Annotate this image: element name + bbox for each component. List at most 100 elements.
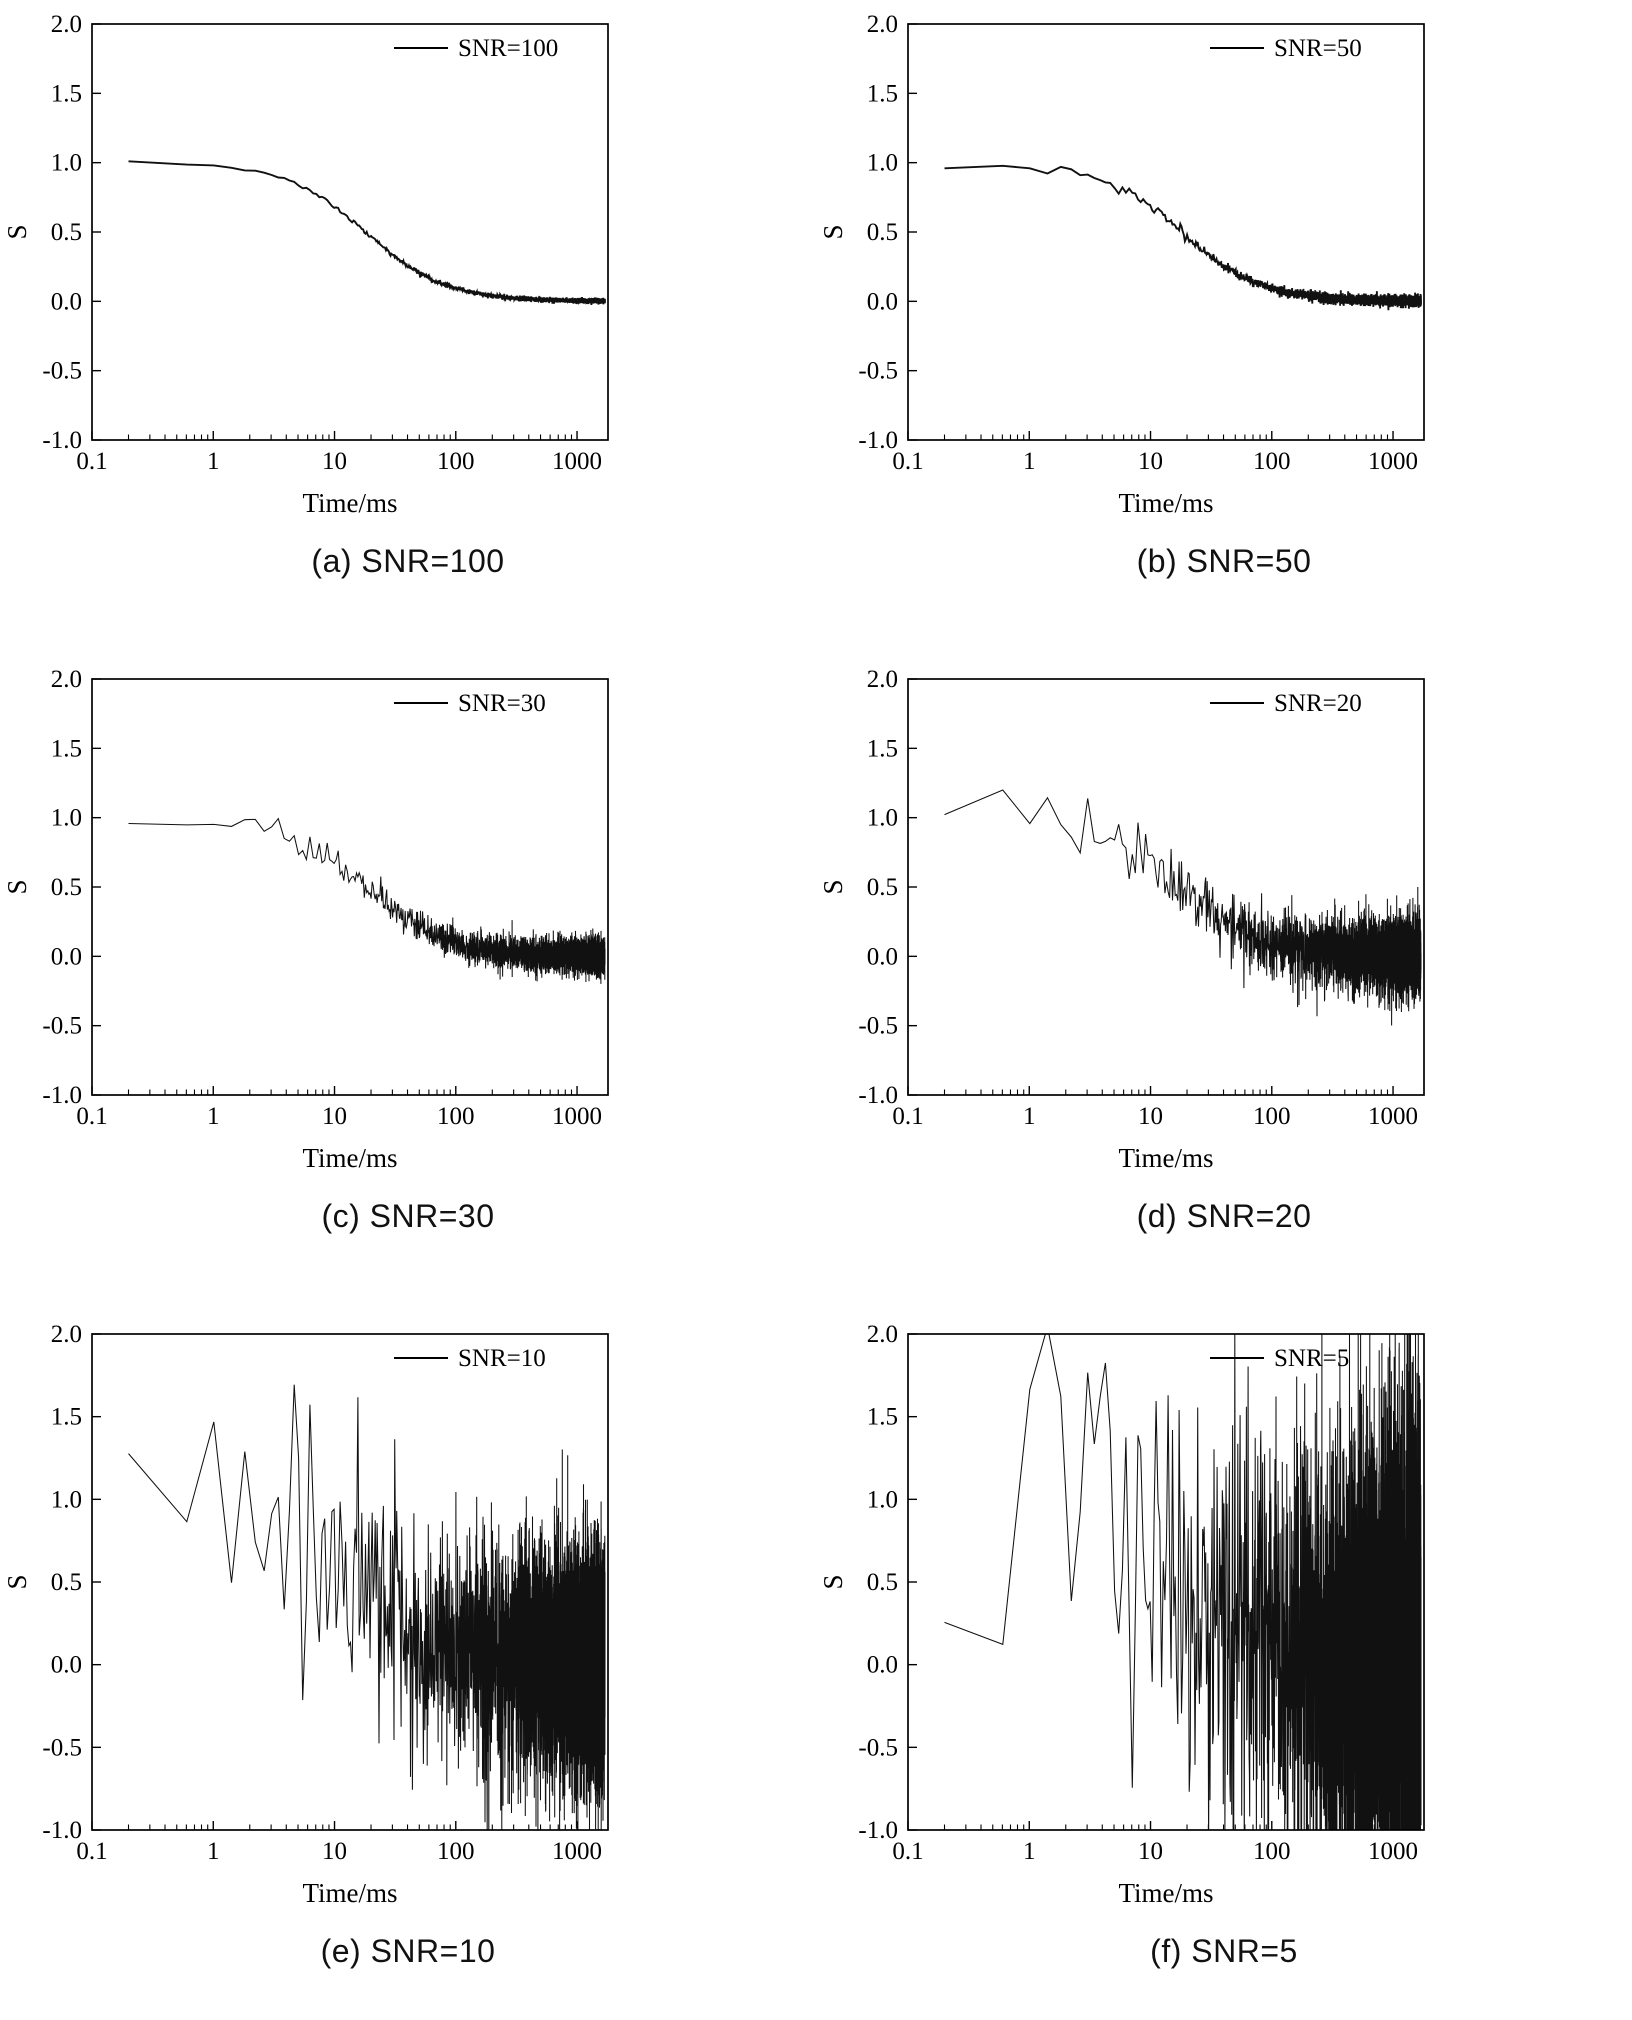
svg-text:-0.5: -0.5 <box>858 358 898 385</box>
svg-text:-1.0: -1.0 <box>858 427 898 454</box>
svg-text:0.0: 0.0 <box>51 288 82 315</box>
svg-text:1: 1 <box>1023 448 1036 475</box>
svg-text:2.0: 2.0 <box>51 1321 82 1348</box>
svg-text:100: 100 <box>437 1103 475 1130</box>
svg-text:1: 1 <box>1023 1103 1036 1130</box>
svg-text:1000: 1000 <box>1368 1103 1418 1130</box>
svg-text:10: 10 <box>1138 1838 1163 1865</box>
svg-text:0.0: 0.0 <box>51 943 82 970</box>
svg-text:0.0: 0.0 <box>867 943 898 970</box>
svg-text:-0.5: -0.5 <box>42 1013 82 1040</box>
svg-text:-0.5: -0.5 <box>42 358 82 385</box>
svg-text:Time/ms: Time/ms <box>302 1143 397 1173</box>
svg-text:-0.5: -0.5 <box>42 1734 82 1761</box>
svg-text:1.0: 1.0 <box>51 805 82 832</box>
chart-canvas-a: -1.0 -0.5 0.0 0.5 1.0 1.5 2.0 0.1 1 10 100 1000 SNR=… <box>2 11 609 518</box>
panel-e: -1.0 -0.5 0.0 0.5 1.0 1.5 2.0 0.1 1 10 100 1000 SNR=… <box>0 1310 816 2020</box>
svg-text:100: 100 <box>1253 448 1291 475</box>
svg-text:1.5: 1.5 <box>51 80 82 107</box>
svg-text:-1.0: -1.0 <box>42 427 82 454</box>
svg-text:0.1: 0.1 <box>76 1103 107 1130</box>
svg-text:0.0: 0.0 <box>51 1652 82 1679</box>
svg-text:0.0: 0.0 <box>867 1652 898 1679</box>
caption-b: (b) SNR=50 <box>1136 543 1312 579</box>
svg-text:Time/ms: Time/ms <box>1118 1878 1213 1908</box>
chart-canvas-e: -1.0 -0.5 0.0 0.5 1.0 1.5 2.0 0.1 1 10 100 1000 SNR=… <box>2 1321 609 1908</box>
chart-canvas-b: -1.0 -0.5 0.0 0.5 1.0 1.5 2.0 0.1 1 10 100 1000 SNR=… <box>818 11 1425 518</box>
svg-text:1: 1 <box>1023 1838 1036 1865</box>
svg-text:0.5: 0.5 <box>867 1569 898 1596</box>
svg-text:0.5: 0.5 <box>51 874 82 901</box>
svg-text:S: S <box>2 224 32 239</box>
caption-e: (e) SNR=10 <box>320 1933 496 1969</box>
svg-text:S: S <box>818 1574 848 1589</box>
svg-text:1.5: 1.5 <box>867 735 898 762</box>
svg-text:-1.0: -1.0 <box>858 1817 898 1844</box>
svg-text:100: 100 <box>1253 1103 1291 1130</box>
svg-text:1000: 1000 <box>1368 1838 1418 1865</box>
svg-text:10: 10 <box>1138 448 1163 475</box>
svg-text:-1.0: -1.0 <box>858 1082 898 1109</box>
svg-text:1.0: 1.0 <box>51 1486 82 1513</box>
svg-text:2.0: 2.0 <box>867 1321 898 1348</box>
caption-d: (d) SNR=20 <box>1136 1198 1312 1234</box>
chart-canvas-d: -1.0 -0.5 0.0 0.5 1.0 1.5 2.0 0.1 1 10 100 1000 SNR=… <box>818 666 1425 1173</box>
svg-text:SNR=100: SNR=100 <box>458 35 558 62</box>
caption-c: (c) SNR=30 <box>321 1198 495 1234</box>
svg-text:1.0: 1.0 <box>867 805 898 832</box>
svg-text:S: S <box>818 224 848 239</box>
svg-text:1000: 1000 <box>552 448 602 475</box>
svg-text:0.0: 0.0 <box>867 288 898 315</box>
svg-text:S: S <box>818 879 848 894</box>
svg-text:2.0: 2.0 <box>51 11 82 38</box>
svg-text:100: 100 <box>437 448 475 475</box>
svg-text:-0.5: -0.5 <box>858 1734 898 1761</box>
svg-text:0.1: 0.1 <box>892 1838 923 1865</box>
svg-text:1.5: 1.5 <box>867 80 898 107</box>
panel-f: -1.0 -0.5 0.0 0.5 1.0 1.5 2.0 0.1 1 10 100 1000 SNR=… <box>816 1310 1632 2020</box>
svg-text:2.0: 2.0 <box>51 666 82 693</box>
svg-text:SNR=10: SNR=10 <box>458 1345 546 1372</box>
svg-text:0.5: 0.5 <box>51 1569 82 1596</box>
chart-canvas-f: -1.0 -0.5 0.0 0.5 1.0 1.5 2.0 0.1 1 10 100 1000 SNR=… <box>818 1321 1425 1908</box>
svg-text:1.5: 1.5 <box>51 735 82 762</box>
svg-text:-1.0: -1.0 <box>42 1817 82 1844</box>
panel-a: -1.0 -0.5 0.0 0.5 1.0 1.5 2.0 0.1 1 10 100 1000 SNR=… <box>0 0 816 655</box>
svg-text:Time/ms: Time/ms <box>1118 488 1213 518</box>
svg-text:2.0: 2.0 <box>867 666 898 693</box>
panel-d: -1.0 -0.5 0.0 0.5 1.0 1.5 2.0 0.1 1 10 100 1000 SNR=… <box>816 655 1632 1310</box>
svg-text:SNR=5: SNR=5 <box>1274 1345 1349 1372</box>
svg-text:0.5: 0.5 <box>867 219 898 246</box>
svg-text:Time/ms: Time/ms <box>302 488 397 518</box>
svg-text:S: S <box>2 879 32 894</box>
svg-text:Time/ms: Time/ms <box>1118 1143 1213 1173</box>
svg-text:1: 1 <box>207 1838 220 1865</box>
chart-canvas-c: -1.0 -0.5 0.0 0.5 1.0 1.5 2.0 0.1 1 10 100 1000 SNR=… <box>2 666 609 1173</box>
svg-text:Time/ms: Time/ms <box>302 1878 397 1908</box>
svg-text:0.1: 0.1 <box>892 1103 923 1130</box>
caption-a: (a) SNR=100 <box>311 543 505 579</box>
svg-text:SNR=20: SNR=20 <box>1274 690 1362 717</box>
svg-text:S: S <box>2 1574 32 1589</box>
svg-text:-0.5: -0.5 <box>858 1013 898 1040</box>
svg-text:-1.0: -1.0 <box>42 1082 82 1109</box>
svg-text:0.5: 0.5 <box>867 874 898 901</box>
caption-f: (f) SNR=5 <box>1150 1933 1298 1969</box>
svg-text:10: 10 <box>322 1103 347 1130</box>
svg-text:1.5: 1.5 <box>867 1404 898 1431</box>
svg-text:1.0: 1.0 <box>867 1486 898 1513</box>
svg-text:100: 100 <box>1253 1838 1291 1865</box>
svg-text:1000: 1000 <box>552 1103 602 1130</box>
svg-text:1.0: 1.0 <box>51 150 82 177</box>
svg-text:0.5: 0.5 <box>51 219 82 246</box>
svg-text:0.1: 0.1 <box>892 448 923 475</box>
svg-text:SNR=50: SNR=50 <box>1274 35 1362 62</box>
svg-text:10: 10 <box>322 1838 347 1865</box>
svg-text:0.1: 0.1 <box>76 448 107 475</box>
svg-text:100: 100 <box>437 1838 475 1865</box>
panel-b: -1.0 -0.5 0.0 0.5 1.0 1.5 2.0 0.1 1 10 100 1000 SNR=… <box>816 0 1632 655</box>
svg-text:1.0: 1.0 <box>867 150 898 177</box>
svg-text:1000: 1000 <box>1368 448 1418 475</box>
svg-text:1: 1 <box>207 1103 220 1130</box>
